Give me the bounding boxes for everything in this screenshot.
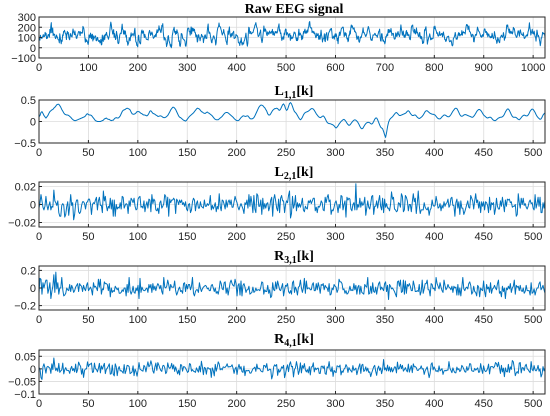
x-tick-label: 200 (129, 62, 147, 74)
x-tick-label: 100 (129, 398, 147, 410)
y-tick-label: 0.5 (21, 95, 36, 107)
y-tick-label: −0.05 (8, 376, 36, 388)
y-tick-label: −0.02 (8, 218, 36, 230)
x-tick-label: 300 (326, 231, 344, 243)
x-tick-label: 100 (129, 231, 147, 243)
signal-line (39, 102, 545, 138)
y-tick-label: 0.02 (15, 182, 36, 194)
y-tick-label: −0.1 (14, 389, 36, 401)
axes-r41: 0 50 100 150 200 250 300 350 400 450 500−0.1−0.050… (8, 349, 546, 410)
y-tick-label: 300 (18, 12, 36, 24)
x-tick-label: 450 (475, 398, 493, 410)
axes-l11: 0 50 100 150 200 250 300 350 400 450 500−0.500.5 (14, 95, 546, 159)
x-tick-label: 150 (178, 314, 196, 326)
x-tick-label: 400 (425, 231, 443, 243)
axes-r31: 0 50 100 150 200 250 300 350 400 450 500−0.200.2 (14, 265, 546, 326)
x-tick-label: 500 (277, 62, 295, 74)
y-tick-label: 0.05 (15, 351, 36, 363)
panel-title: L1,1[k] (275, 84, 314, 101)
x-tick-label: 0 (36, 314, 42, 326)
x-tick-label: 100 (129, 147, 147, 159)
y-tick-label: 0.2 (21, 265, 36, 277)
x-tick-label: 0 (36, 231, 42, 243)
x-tick-label: 50 (82, 398, 94, 410)
x-tick-label: 0 (36, 147, 42, 159)
signal-line (39, 271, 545, 300)
signal-line (39, 21, 545, 49)
y-tick-label: −0.2 (14, 301, 36, 313)
y-tick-label: 0 (30, 283, 36, 295)
x-tick-label: 300 (326, 314, 344, 326)
x-tick-label: 400 (425, 314, 443, 326)
x-tick-label: 0 (36, 398, 42, 410)
x-tick-label: 400 (425, 398, 443, 410)
x-tick-label: 50 (82, 314, 94, 326)
x-tick-label: 600 (326, 62, 344, 74)
panel-l11: L1,1[k] 0 50 100 150 200 250 300 350 400 450 500 −0… (14, 84, 546, 159)
x-tick-label: 450 (475, 147, 493, 159)
signal-line (39, 183, 545, 221)
x-tick-label: 300 (326, 398, 344, 410)
x-tick-label: 500 (524, 231, 542, 243)
x-tick-label: 200 (227, 398, 245, 410)
x-tick-label: 400 (227, 62, 245, 74)
y-tick-label: −0.5 (14, 138, 36, 150)
y-tick-label: 0 (30, 117, 36, 129)
x-tick-label: 400 (425, 147, 443, 159)
x-tick-label: 900 (475, 62, 493, 74)
y-tick-label: 0 (30, 364, 36, 376)
x-tick-label: 200 (227, 314, 245, 326)
x-tick-label: 250 (277, 314, 295, 326)
x-tick-label: 0 (36, 62, 42, 74)
x-tick-label: 350 (376, 314, 394, 326)
panel-title: R3,1[k] (274, 249, 314, 266)
x-tick-label: 500 (524, 398, 542, 410)
x-tick-label: 350 (376, 147, 394, 159)
x-tick-label: 250 (277, 231, 295, 243)
panel-title: Raw EEG signal (245, 2, 344, 17)
x-tick-label: 50 (82, 147, 94, 159)
axes-box (38, 349, 546, 395)
x-tick-label: 200 (227, 147, 245, 159)
axes-raw-eeg: 0 100 200 300 400 500 600 700 800 900 1000−1000100… (11, 12, 546, 74)
x-tick-label: 450 (475, 231, 493, 243)
panel-raw-eeg: Raw EEG signal 0 100 200 300 400 500 600 700 800… (11, 2, 546, 74)
x-tick-label: 250 (277, 398, 295, 410)
x-tick-label: 350 (376, 398, 394, 410)
panel-r31: R3,1[k] 0 50 100 150 200 250 300 350 400 450 500 −0… (14, 249, 546, 326)
y-tick-label: 0 (30, 43, 36, 55)
x-tick-label: 250 (277, 147, 295, 159)
y-tick-label: −100 (11, 53, 36, 65)
panel-title: L2,1[k] (275, 165, 314, 182)
x-tick-label: 450 (475, 314, 493, 326)
y-tick-label: 0 (30, 200, 36, 212)
panel-r41: R4,1[k] 0 50 100 150 200 250 300 350 400 450 500 −0… (8, 332, 546, 410)
panel-l21: L2,1[k] 0 50 100 150 200 250 300 350 400 450 500 −0… (8, 165, 546, 243)
x-tick-label: 100 (79, 62, 97, 74)
x-tick-label: 150 (178, 231, 196, 243)
x-tick-label: 700 (376, 62, 394, 74)
x-tick-label: 800 (425, 62, 443, 74)
signal-line (39, 357, 545, 380)
x-tick-label: 150 (178, 398, 196, 410)
x-tick-label: 150 (178, 147, 196, 159)
y-tick-label: 200 (18, 22, 36, 34)
x-tick-label: 300 (178, 62, 196, 74)
x-tick-label: 1000 (521, 62, 545, 74)
x-tick-label: 100 (129, 314, 147, 326)
y-tick-label: 100 (18, 33, 36, 45)
x-tick-label: 200 (227, 231, 245, 243)
x-tick-label: 50 (82, 231, 94, 243)
x-tick-label: 500 (524, 314, 542, 326)
panel-title: R4,1[k] (274, 332, 314, 349)
x-tick-label: 300 (326, 147, 344, 159)
x-tick-label: 350 (376, 231, 394, 243)
x-tick-label: 500 (524, 147, 542, 159)
